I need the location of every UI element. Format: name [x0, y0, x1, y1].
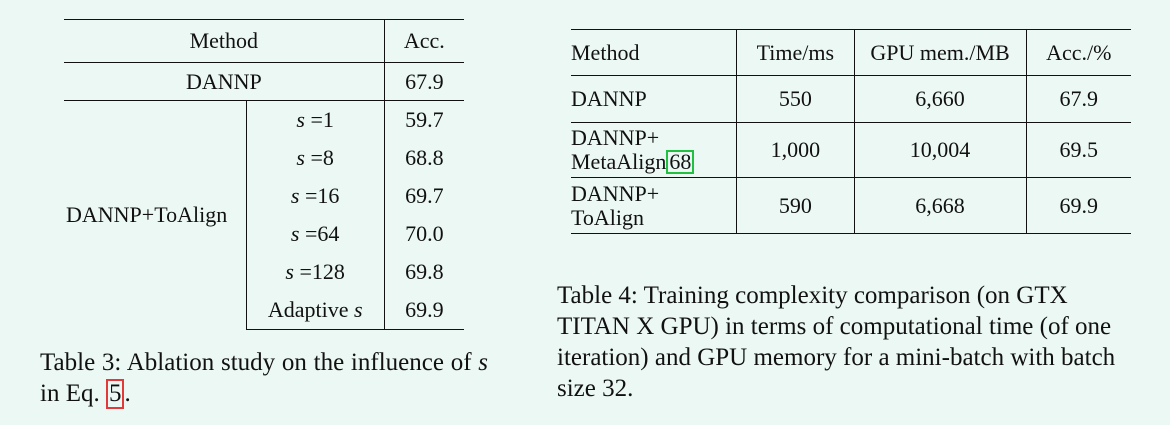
table-row: DANNP 67.9 [64, 62, 464, 101]
table-row: DANNP 550 6,660 67.9 [571, 75, 1131, 123]
header-gpu: GPU mem./MB [854, 29, 1027, 76]
method-cell: DANNP [571, 75, 738, 123]
table-row: DANNP+ToAlign s =1 59.7 [64, 100, 464, 330]
acc-cell: 67.9 [1026, 75, 1131, 123]
table3-caption: Table 3: Ablation study on the influence… [40, 349, 488, 409]
acc-value: 70.0 [405, 221, 444, 246]
table-header-row: Method Time/ms GPU mem./MB Acc./% [571, 29, 1131, 76]
s-setting: s =128 [246, 253, 385, 291]
table-row: Adaptive s 69.9 [64, 291, 464, 330]
acc-cell: 69.9 [1026, 177, 1131, 234]
table-row: s =128 69.8 [64, 253, 464, 291]
acc-value: 69.7 [405, 183, 444, 208]
time-cell: 550 [736, 75, 855, 123]
acc-cell: 69.5 [1026, 122, 1131, 178]
baseline-method: DANNP [64, 62, 385, 101]
header-acc: Acc. [384, 19, 464, 63]
table4-caption: Table 4: Training complexity comparison … [557, 282, 1116, 402]
table-row: s =16 69.7 [64, 177, 464, 215]
gpu-cell: 6,660 [854, 75, 1027, 123]
complexity-table: Method Time/ms GPU mem./MB Acc./% DANNP … [571, 29, 1131, 234]
s-setting: s =16 [246, 177, 385, 215]
group-label: DANNP+ToAlign [64, 100, 247, 330]
acc-value: 68.8 [405, 145, 444, 170]
ablation-table: Method Acc. DANNP 67.9 DANNP+ToAlign s =… [64, 19, 464, 330]
s-setting: Adaptive s [246, 291, 385, 330]
s-setting: s =1 [246, 100, 385, 139]
time-cell: 1,000 [736, 122, 855, 178]
s-setting: s =64 [246, 215, 385, 253]
header-method: Method [571, 29, 738, 76]
header-method: Method [64, 19, 385, 63]
citation-link[interactable]: 68 [666, 150, 695, 174]
table-row: s =8 68.8 [64, 139, 464, 177]
time-cell: 590 [736, 177, 855, 234]
header-acc: Acc./% [1026, 29, 1131, 76]
gpu-cell: 6,668 [854, 177, 1027, 234]
method-cell: DANNP+ MetaAlign 68 [571, 122, 738, 178]
method-cell: DANNP+ ToAlign [571, 177, 738, 234]
acc-value: 69.8 [405, 259, 444, 284]
equation-ref-link[interactable]: 5 [105, 379, 125, 409]
baseline-acc: 67.9 [384, 62, 464, 101]
table-row: s =64 70.0 [64, 215, 464, 253]
table-row: DANNP+ ToAlign 590 6,668 69.9 [571, 177, 1131, 234]
acc-value: 69.9 [384, 291, 464, 330]
table-row: DANNP+ MetaAlign 68 1,000 10,004 69.5 [571, 122, 1131, 178]
table-header-row: Method Acc. [64, 19, 464, 63]
acc-value: 59.7 [405, 107, 444, 132]
s-setting: s =8 [246, 139, 385, 177]
gpu-cell: 10,004 [854, 122, 1027, 178]
header-time: Time/ms [736, 29, 855, 76]
